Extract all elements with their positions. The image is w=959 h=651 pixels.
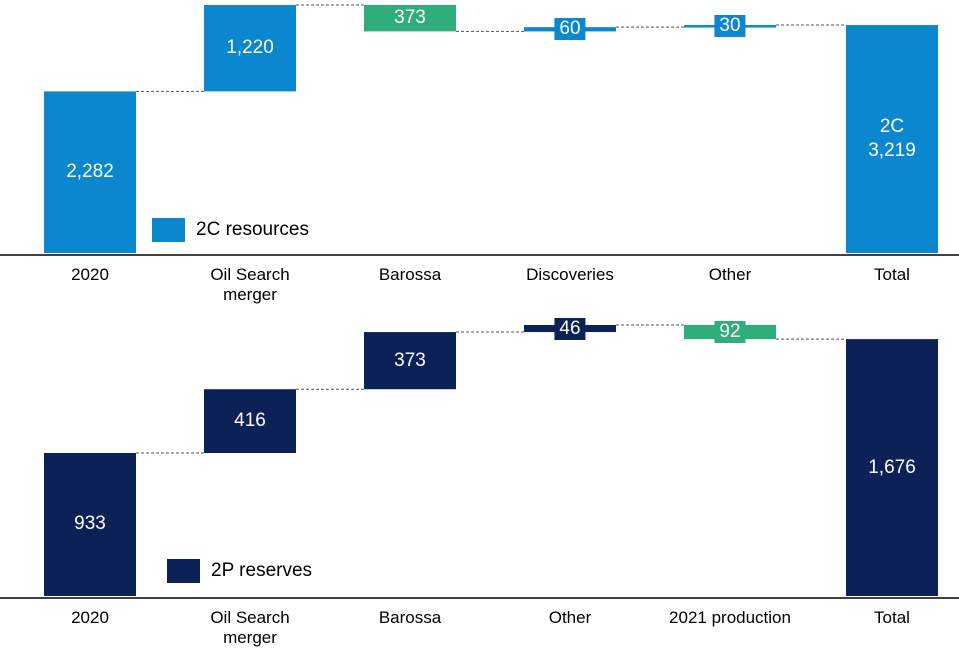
x-tick-label: 2021 production [669, 608, 791, 627]
bar [364, 5, 456, 32]
bar [204, 5, 296, 92]
bar [204, 389, 296, 453]
x-tick-label: Other [708, 265, 752, 284]
value-label: 92 [714, 321, 746, 344]
value-label: 30 [714, 15, 746, 38]
bar [846, 25, 938, 253]
value-label: 60 [554, 18, 586, 41]
value-label: 2C 3,219 [868, 116, 916, 162]
x-tick-label: Barossa [378, 608, 442, 627]
value-label: 416 [234, 410, 266, 432]
x-tick-label: Other [548, 608, 592, 627]
value-label: 373 [394, 7, 426, 29]
bar [846, 339, 938, 596]
x-tick-label: Oil Search merger [210, 265, 290, 304]
legend-label: 2C resources [196, 219, 309, 240]
value-label: 933 [74, 513, 106, 535]
legend-swatch [152, 218, 185, 242]
value-label: 1,676 [868, 456, 916, 478]
x-tick-label: 2020 [71, 265, 109, 284]
x-tick-label: Barossa [378, 265, 442, 284]
legend-swatch [167, 559, 200, 583]
bar [364, 332, 456, 390]
x-tick-label: 2020 [71, 608, 109, 627]
x-tick-label: Total [874, 265, 910, 284]
value-label: 2,282 [66, 161, 114, 183]
legend-label: 2P reserves [211, 560, 313, 581]
value-label: 46 [554, 317, 586, 340]
x-tick-label: Oil Search merger [210, 608, 290, 647]
x-tick-label: Discoveries [526, 265, 614, 284]
bar [44, 91, 136, 253]
value-label: 1,220 [226, 37, 274, 59]
x-tick-label: Total [874, 608, 910, 627]
bar [44, 452, 136, 596]
value-label: 373 [394, 349, 426, 371]
